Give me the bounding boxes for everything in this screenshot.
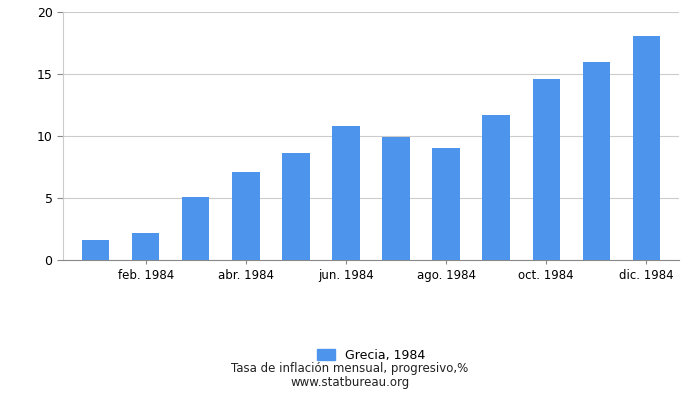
Bar bbox=[582, 62, 610, 260]
Bar bbox=[382, 137, 410, 260]
Text: www.statbureau.org: www.statbureau.org bbox=[290, 376, 410, 389]
Bar bbox=[82, 240, 109, 260]
Bar bbox=[232, 172, 260, 260]
Text: Tasa de inflación mensual, progresivo,%: Tasa de inflación mensual, progresivo,% bbox=[232, 362, 468, 375]
Legend: Grecia, 1984: Grecia, 1984 bbox=[310, 342, 432, 368]
Bar bbox=[182, 197, 209, 260]
Bar bbox=[433, 148, 460, 260]
Bar bbox=[132, 233, 160, 260]
Bar bbox=[533, 79, 560, 260]
Bar bbox=[482, 115, 510, 260]
Bar bbox=[282, 153, 309, 260]
Bar bbox=[332, 126, 360, 260]
Bar bbox=[633, 36, 660, 260]
